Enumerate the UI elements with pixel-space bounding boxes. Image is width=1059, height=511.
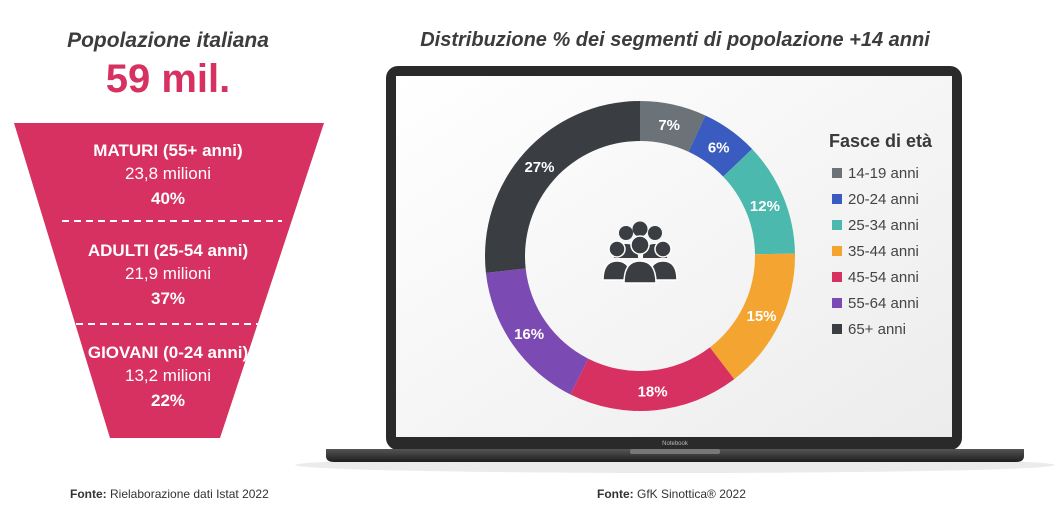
- legend-swatch: [832, 324, 842, 334]
- donut-slice-14-19-anni: [640, 101, 706, 152]
- segment-value: 21,9 milioni: [125, 264, 211, 283]
- chart-title: Distribuzione % dei segmenti di popolazi…: [420, 29, 930, 51]
- legend-label: 35-44 anni: [848, 242, 919, 260]
- segment-percent: 22%: [150, 391, 186, 410]
- legend-swatch: [832, 168, 842, 178]
- source-right: Fonte: GfK Sinottica® 2022: [597, 487, 746, 501]
- segment-percent: 40%: [150, 189, 186, 208]
- legend-swatch: [832, 272, 842, 282]
- segment-name: MATURI (55+ anni): [93, 141, 243, 160]
- source-label: Fonte:: [597, 487, 634, 501]
- donut-data-label: 18%: [638, 383, 668, 400]
- population-total: 59 mil.: [105, 57, 231, 101]
- donut-slice-45-54-anni: [570, 347, 735, 411]
- source-left: Fonte: Rielaborazione dati Istat 2022: [70, 487, 269, 501]
- legend-item: 20-24 anni: [829, 186, 932, 212]
- segment-adulti: ADULTI (25-54 anni) 21,9 milioni 37%: [40, 239, 296, 312]
- segment-value: 23,8 milioni: [125, 164, 211, 183]
- source-label: Fonte:: [70, 487, 107, 501]
- laptop-label: Notebook: [662, 441, 689, 447]
- segment-percent: 37%: [150, 289, 186, 308]
- legend-label: 55-64 anni: [848, 294, 919, 312]
- donut-data-label: 27%: [524, 159, 554, 176]
- legend-item: 14-19 anni: [829, 160, 932, 186]
- donut-data-label: 12%: [750, 198, 780, 215]
- segment-value: 13,2 milioni: [125, 366, 211, 385]
- segment-giovani: GIOVANI (0-24 anni) 13,2 milioni 22%: [40, 341, 296, 414]
- legend-swatch: [832, 298, 842, 308]
- legend-item: 55-64 anni: [829, 290, 932, 316]
- donut-data-label: 7%: [658, 117, 680, 134]
- source-text: GfK Sinottica® 2022: [637, 487, 746, 501]
- segment-maturi: MATURI (55+ anni) 23,8 milioni 40%: [40, 139, 296, 212]
- donut-slice-20-24-anni: [688, 115, 753, 177]
- legend-label: 65+ anni: [848, 320, 906, 338]
- legend-item: 65+ anni: [829, 316, 932, 342]
- legend-item: 45-54 anni: [829, 264, 932, 290]
- segment-name: ADULTI (25-54 anni): [87, 241, 249, 260]
- donut-slice-55-64-anni: [485, 268, 589, 395]
- people-group-icon: [602, 221, 678, 284]
- legend-item: 35-44 anni: [829, 238, 932, 264]
- laptop-base: [326, 449, 1024, 462]
- legend-item: 25-34 anni: [829, 212, 932, 238]
- chart-legend: Fasce di età 14-19 anni 20-24 anni 25-34 a…: [829, 131, 932, 342]
- legend-swatch: [832, 194, 842, 204]
- donut-data-label: 6%: [708, 139, 730, 156]
- legend-label: 20-24 anni: [848, 190, 919, 208]
- left-title: Popolazione italiana: [67, 29, 269, 52]
- source-text: Rielaborazione dati Istat 2022: [110, 487, 269, 501]
- donut-data-label: 15%: [746, 308, 776, 325]
- donut-slice-65-anni: [485, 101, 640, 273]
- donut-slice-35-44-anni: [709, 253, 795, 380]
- legend-label: 14-19 anni: [848, 164, 919, 182]
- legend-swatch: [832, 246, 842, 256]
- legend-label: 25-34 anni: [848, 216, 919, 234]
- segment-name: GIOVANI (0-24 anni): [87, 343, 249, 362]
- donut-data-label: 16%: [514, 326, 544, 343]
- donut-slice-25-34-anni: [723, 148, 795, 255]
- legend-swatch: [832, 220, 842, 230]
- legend-title: Fasce di età: [829, 131, 933, 151]
- legend-label: 45-54 anni: [848, 268, 919, 286]
